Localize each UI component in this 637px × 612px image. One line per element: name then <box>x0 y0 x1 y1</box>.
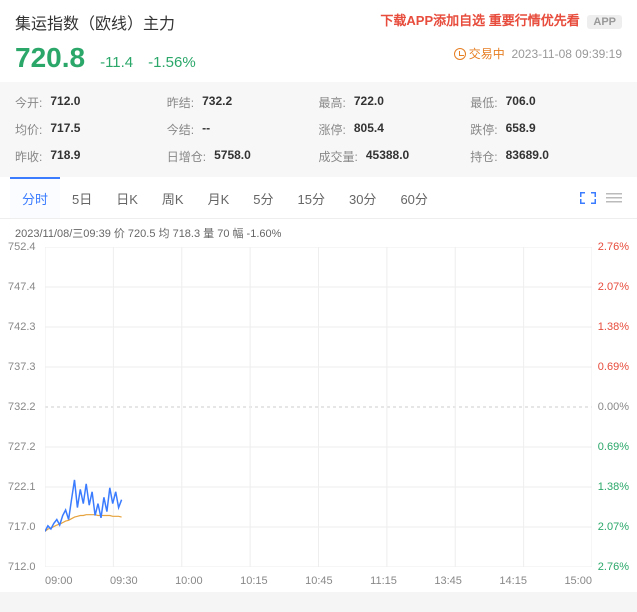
stat-value: 658.9 <box>506 121 536 138</box>
y-axis-left: 752.4747.4742.3737.3732.2727.2722.1717.0… <box>8 247 43 567</box>
tab-分时[interactable]: 分时 <box>10 177 60 218</box>
promo-banner[interactable]: 下载APP添加自选 重要行情优先看 APP <box>380 10 622 29</box>
y-axis-right: 2.76%2.07%1.38%0.69%0.00%0.69%1.38%2.07%… <box>594 247 629 567</box>
stat-label: 均价: <box>15 121 42 138</box>
x-axis: 09:00 09:30 10:00 10:15 10:45 11:15 13:45 14:15… <box>45 575 592 587</box>
stat-item: 今结: -- <box>167 121 319 138</box>
y-left-tick: 747.4 <box>8 281 36 293</box>
chart-info-line: 2023/11/08/三09:39 价 720.5 均 718.3 量 70 幅… <box>0 219 637 247</box>
y-right-tick: 0.00% <box>598 401 629 413</box>
y-left-tick: 712.0 <box>8 561 36 573</box>
stat-item: 涨停: 805.4 <box>319 121 471 138</box>
stat-label: 昨收: <box>15 148 42 165</box>
x-tick: 09:00 <box>45 575 73 587</box>
stat-value: 718.9 <box>50 148 80 165</box>
y-right-tick: 1.38% <box>598 321 629 333</box>
chart-area: 752.4747.4742.3737.3732.2727.2722.1717.0… <box>0 247 637 592</box>
timestamp: 2023-11-08 09:39:19 <box>511 47 622 61</box>
stat-value: 45388.0 <box>366 148 409 165</box>
change-percent: -1.56% <box>148 54 196 71</box>
stat-item: 最高: 722.0 <box>319 94 471 111</box>
y-right-tick: 2.07% <box>598 521 629 533</box>
stats-grid: 今开: 712.0 昨结: 732.2 最高: 722.0 最低: 706.0 均价: 717.5… <box>0 82 637 177</box>
tab-日K[interactable]: 日K <box>104 177 150 218</box>
price-chart[interactable] <box>45 247 592 567</box>
stat-label: 跌停: <box>470 121 497 138</box>
tab-月K[interactable]: 月K <box>196 177 242 218</box>
x-tick: 10:15 <box>240 575 268 587</box>
stat-label: 今开: <box>15 94 42 111</box>
stat-label: 昨结: <box>167 94 194 111</box>
y-right-tick: 2.07% <box>598 281 629 293</box>
y-left-tick: 717.0 <box>8 521 36 533</box>
stat-value: 722.0 <box>354 94 384 111</box>
chart-tabs: 分时5日日K周K月K5分15分30分60分 <box>0 177 637 219</box>
tab-15分[interactable]: 15分 <box>286 177 337 218</box>
stat-value: 5758.0 <box>214 148 251 165</box>
x-tick: 14:15 <box>499 575 527 587</box>
tab-周K[interactable]: 周K <box>150 177 196 218</box>
x-tick: 10:00 <box>175 575 203 587</box>
x-tick: 13:45 <box>434 575 462 587</box>
y-right-tick: 1.38% <box>598 481 629 493</box>
y-left-tick: 742.3 <box>8 321 36 333</box>
stat-value: -- <box>202 121 210 138</box>
change-absolute: -11.4 <box>100 54 133 71</box>
tab-60分[interactable]: 60分 <box>388 177 439 218</box>
clock-icon <box>454 48 466 60</box>
stat-item: 昨收: 718.9 <box>15 148 167 165</box>
stat-item: 跌停: 658.9 <box>470 121 622 138</box>
stat-item: 成交量: 45388.0 <box>319 148 471 165</box>
y-left-tick: 737.3 <box>8 361 36 373</box>
stat-value: 717.5 <box>50 121 80 138</box>
app-badge: APP <box>587 15 622 29</box>
fullscreen-icon[interactable] <box>580 192 596 204</box>
stat-item: 昨结: 732.2 <box>167 94 319 111</box>
x-tick: 10:45 <box>305 575 333 587</box>
status-row: 交易中 2023-11-08 09:39:19 <box>454 45 622 62</box>
tab-tools <box>580 192 627 204</box>
stat-label: 最低: <box>470 94 497 111</box>
stat-label: 最高: <box>319 94 346 111</box>
stat-label: 日增仓: <box>167 148 206 165</box>
stat-item: 持仓: 83689.0 <box>470 148 622 165</box>
stat-item: 最低: 706.0 <box>470 94 622 111</box>
y-right-tick: 0.69% <box>598 441 629 453</box>
stat-item: 日增仓: 5758.0 <box>167 148 319 165</box>
stat-value: 83689.0 <box>506 148 549 165</box>
x-tick: 09:30 <box>110 575 138 587</box>
stat-label: 持仓: <box>470 148 497 165</box>
stat-value: 706.0 <box>506 94 536 111</box>
header: 集运指数（欧线）主力 下载APP添加自选 重要行情优先看 APP 720.8 -… <box>0 0 637 82</box>
settings-icon[interactable] <box>606 192 622 204</box>
y-left-tick: 752.4 <box>8 241 36 253</box>
y-left-tick: 722.1 <box>8 481 36 493</box>
x-tick: 11:15 <box>370 575 397 587</box>
app-container: 集运指数（欧线）主力 下载APP添加自选 重要行情优先看 APP 720.8 -… <box>0 0 637 592</box>
stat-label: 今结: <box>167 121 194 138</box>
last-price: 720.8 <box>15 42 85 74</box>
stat-label: 涨停: <box>319 121 346 138</box>
promo-text: 下载APP添加自选 重要行情优先看 <box>380 13 579 28</box>
y-right-tick: 2.76% <box>598 241 629 253</box>
tab-5分[interactable]: 5分 <box>241 177 285 218</box>
tab-5日[interactable]: 5日 <box>60 177 104 218</box>
stat-value: 732.2 <box>202 94 232 111</box>
tab-30分[interactable]: 30分 <box>337 177 388 218</box>
stat-label: 成交量: <box>319 148 358 165</box>
y-right-tick: 2.76% <box>598 561 629 573</box>
stat-item: 均价: 717.5 <box>15 121 167 138</box>
stat-value: 712.0 <box>50 94 80 111</box>
y-left-tick: 732.2 <box>8 401 36 413</box>
y-left-tick: 727.2 <box>8 441 36 453</box>
stat-item: 今开: 712.0 <box>15 94 167 111</box>
x-tick: 15:00 <box>564 575 592 587</box>
trading-status: 交易中 <box>454 47 508 61</box>
stat-value: 805.4 <box>354 121 384 138</box>
y-right-tick: 0.69% <box>598 361 629 373</box>
